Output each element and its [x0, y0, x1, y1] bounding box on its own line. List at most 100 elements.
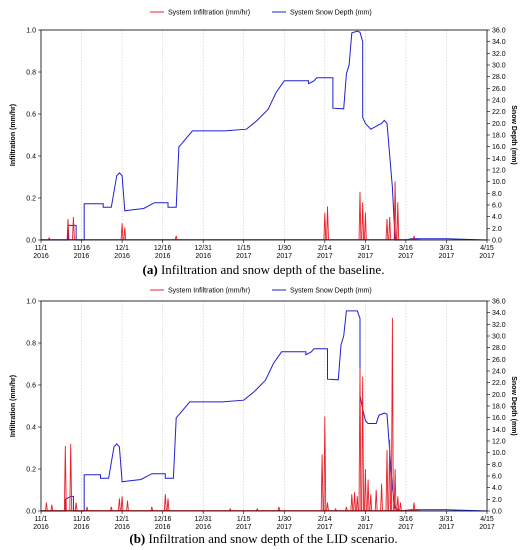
infiltration-spike — [412, 502, 416, 512]
caption-b-letter: (b) — [129, 531, 146, 546]
x-tick-label: 12/16 — [154, 245, 172, 252]
y-left-axis-title: Infiltration (mm/hr) — [10, 375, 17, 437]
x-tick-label: 4/15 — [480, 516, 494, 523]
x-tick-year-label: 2017 — [358, 253, 374, 260]
infiltration-spike — [358, 368, 362, 512]
y-right-tick-label: 20.0 — [492, 121, 506, 128]
y-right-tick-label: 36.0 — [492, 299, 506, 306]
y-right-tick-label: 26.0 — [492, 357, 506, 364]
y-left-tick-label: 0.8 — [26, 341, 36, 348]
x-tick-year-label: 2017 — [358, 524, 374, 531]
x-tick-label: 11/16 — [73, 245, 90, 252]
x-tick-year-label: 2017 — [236, 524, 252, 531]
x-tick-label: 12/31 — [194, 245, 212, 252]
y-right-tick-label: 16.0 — [492, 415, 506, 422]
y-right-tick-label: 32.0 — [492, 51, 506, 58]
y-right-tick-label: 12.0 — [492, 439, 506, 446]
infiltration-spike — [326, 502, 329, 512]
x-tick-label: 12/31 — [194, 516, 212, 523]
legend-label-infiltration: System Infiltration (mm/hr) — [168, 10, 250, 17]
x-tick-year-label: 2016 — [195, 253, 211, 260]
x-tick-year-label: 2016 — [33, 253, 49, 260]
infiltration-spike — [120, 496, 124, 512]
infiltration-spike — [355, 496, 359, 512]
infiltration-spike — [63, 445, 67, 512]
infiltration-spike — [45, 502, 48, 512]
y-right-tick-label: 0.0 — [492, 509, 502, 516]
infiltration-spike — [323, 212, 327, 241]
y-left-tick-label: 0.6 — [26, 383, 36, 390]
y-right-tick-label: 34.0 — [492, 310, 506, 317]
infiltration-spike — [326, 206, 329, 241]
infiltration-spike — [361, 376, 365, 512]
series-line-snow-depth — [41, 30, 488, 241]
y-right-axis-title: Snow Depth (mm) — [510, 105, 517, 165]
infiltration-spike — [390, 317, 394, 512]
y-right-tick-label: 12.0 — [492, 168, 506, 175]
y-right-tick-label: 30.0 — [492, 334, 506, 341]
infiltration-spike — [66, 218, 70, 241]
y-right-tick-label: 0.0 — [492, 238, 502, 245]
x-tick-year-label: 2016 — [74, 524, 90, 531]
y-right-tick-label: 18.0 — [492, 404, 506, 411]
y-right-tick-label: 16.0 — [492, 144, 506, 151]
legend-label-infiltration: System Infiltration (mm/hr) — [168, 288, 250, 295]
y-right-tick-label: 14.0 — [492, 427, 506, 434]
plot-frame — [40, 300, 488, 512]
y-left-tick-label: 0.2 — [26, 467, 36, 474]
chart-b-svg: System Infiltration (mm/hr) System Snow D… — [10, 288, 517, 532]
caption-a-letter: (a) — [142, 262, 158, 277]
y-right-tick-label: 8.0 — [492, 191, 502, 198]
infiltration-spike — [412, 235, 416, 241]
x-tick-label: 1/30 — [277, 516, 291, 523]
infiltration-spike — [85, 506, 89, 512]
y-right-tick-label: 34.0 — [492, 39, 506, 46]
infiltration-spike — [380, 483, 383, 512]
infiltration-spike — [399, 502, 402, 512]
caption-a: (a) Infiltration and snow depth of the b… — [0, 262, 527, 278]
y-left-tick-label: 1.0 — [26, 299, 36, 306]
x-tick-label: 2/14 — [318, 245, 332, 252]
infiltration-spike — [353, 492, 356, 512]
x-tick-year-label: 2017 — [276, 524, 292, 531]
infiltration-spike — [120, 223, 124, 241]
y-right-tick-label: 18.0 — [492, 133, 506, 140]
plot-frame — [40, 29, 488, 241]
infiltration-spike — [72, 216, 75, 241]
y-right-tick-label: 22.0 — [492, 380, 506, 387]
caption-a-text: Infiltration and snow depth of the basel… — [160, 262, 385, 277]
y-right-tick-label: 26.0 — [492, 86, 506, 93]
y-right-tick-label: 30.0 — [492, 63, 506, 70]
x-tick-year-label: 2016 — [114, 524, 130, 531]
infiltration-spike — [396, 202, 400, 241]
x-tick-year-label: 2017 — [439, 524, 455, 531]
chart-panel-b: System Infiltration (mm/hr) System Snow D… — [0, 283, 527, 533]
infiltration-spike — [388, 439, 392, 512]
infiltration-spike — [150, 506, 154, 512]
infiltration-spike — [350, 494, 354, 512]
y-right-tick-label: 10.0 — [492, 450, 506, 457]
legend-label-snow-depth: System Snow Depth (mm) — [290, 288, 372, 295]
y-left-tick-label: 1.0 — [26, 28, 36, 35]
infiltration-spike — [369, 494, 373, 512]
infiltration-spike — [69, 443, 73, 512]
infiltration-spike — [123, 227, 127, 241]
x-tick-label: 12/1 — [115, 516, 129, 523]
infiltration-spike — [50, 504, 54, 512]
infiltration-spike — [277, 506, 281, 512]
x-tick-year-label: 2016 — [33, 524, 49, 531]
y-left-tick-label: 0.4 — [26, 425, 36, 432]
infiltration-spike — [396, 496, 400, 512]
x-tick-label: 3/16 — [399, 245, 413, 252]
y-right-tick-label: 2.0 — [492, 226, 502, 233]
infiltration-spike — [174, 235, 178, 241]
x-tick-label: 1/30 — [277, 245, 291, 252]
x-tick-year-label: 2016 — [155, 524, 171, 531]
infiltration-spike — [74, 502, 78, 512]
chart-panel-a: System Infiltration (mm/hr) System Snow D… — [0, 0, 527, 262]
x-tick-label: 12/16 — [154, 516, 172, 523]
x-tick-label: 4/15 — [480, 245, 494, 252]
x-tick-year-label: 2017 — [479, 524, 495, 531]
x-tick-label: 3/1 — [360, 516, 370, 523]
y-right-tick-label: 24.0 — [492, 369, 506, 376]
